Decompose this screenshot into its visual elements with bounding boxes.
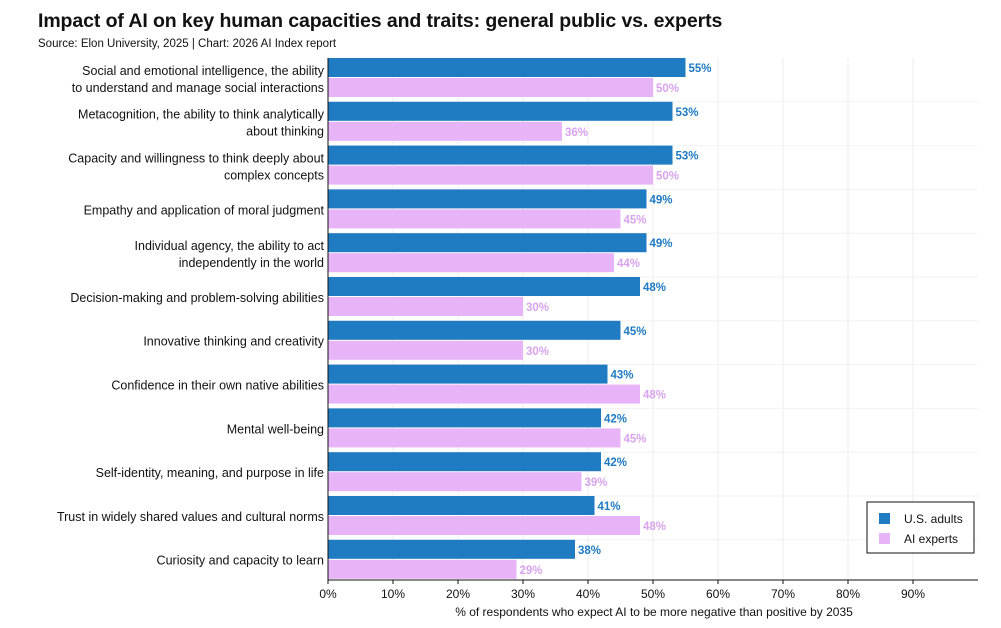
category-label: Mental well-being	[227, 422, 324, 436]
bar-ai-experts	[328, 209, 621, 229]
data-label-us-adults: 55%	[689, 63, 712, 75]
x-tick-label: 30%	[511, 587, 535, 601]
bars: 55%50%53%36%53%50%49%45%49%44%48%30%45%3…	[328, 58, 712, 579]
category-label: Metacognition, the ability to think anal…	[78, 108, 325, 139]
category-label: Innovative thinking and creativity	[143, 335, 324, 349]
category-labels: Social and emotional intelligence, the a…	[57, 64, 325, 568]
bar-ai-experts	[328, 472, 582, 492]
data-label-ai-experts: 45%	[624, 214, 647, 226]
x-axis: 0% 10% 20% 30% 40% 50% 60% 70% 80% 90%	[319, 58, 978, 601]
x-tick-label: 60%	[706, 587, 730, 601]
category-label: Curiosity and capacity to learn	[157, 554, 324, 568]
x-tick-label: 0%	[319, 587, 337, 601]
legend-swatch-us-adults	[879, 513, 890, 524]
category-label: Social and emotional intelligence, the a…	[72, 64, 325, 95]
category-label: Confidence in their own native abilities	[111, 379, 324, 393]
category-label: Trust in widely shared values and cultur…	[57, 510, 324, 524]
x-tick-label: 90%	[901, 587, 925, 601]
bar-us-adults	[328, 408, 601, 428]
bar-ai-experts	[328, 165, 653, 185]
data-label-ai-experts: 50%	[656, 83, 679, 95]
data-label-us-adults: 49%	[650, 238, 673, 250]
x-tick-label: 20%	[446, 587, 470, 601]
category-label: Empathy and application of moral judgmen…	[84, 203, 325, 217]
x-tick-label: 80%	[836, 587, 860, 601]
legend-box	[866, 501, 975, 554]
bar-ai-experts	[328, 428, 621, 448]
category-label: Self-identity, meaning, and purpose in l…	[96, 466, 324, 480]
data-label-ai-experts: 39%	[585, 477, 608, 489]
bar-ai-experts	[328, 297, 523, 316]
x-tick-label: 10%	[381, 587, 405, 601]
legend: U.S. adults AI experts	[866, 501, 975, 554]
bar-ai-experts	[328, 340, 523, 360]
category-label: Decision-making and problem-solving abil…	[70, 291, 324, 305]
x-tick-label: 40%	[576, 587, 600, 601]
bar-us-adults	[328, 496, 595, 515]
data-label-us-adults: 42%	[604, 457, 627, 469]
data-label-us-adults: 41%	[598, 501, 621, 513]
bar-ai-experts	[328, 559, 517, 579]
data-label-ai-experts: 45%	[624, 433, 647, 445]
bar-us-adults	[328, 189, 647, 209]
bar-us-adults	[328, 277, 640, 296]
data-label-us-adults: 43%	[611, 370, 634, 382]
data-label-ai-experts: 30%	[526, 346, 549, 358]
legend-label-us-adults: U.S. adults	[904, 512, 963, 526]
chart-title: Impact of AI on key human capacities and…	[38, 10, 723, 32]
legend-label-ai-experts: AI experts	[904, 532, 958, 546]
data-label-us-adults: 42%	[604, 413, 627, 425]
data-label-us-adults: 53%	[676, 151, 699, 163]
bar-us-adults	[328, 233, 647, 253]
bar-us-adults	[328, 101, 673, 121]
data-label-us-adults: 48%	[643, 282, 666, 294]
bar-us-adults	[328, 539, 575, 559]
bar-us-adults	[328, 58, 686, 77]
bar-ai-experts	[328, 121, 562, 141]
category-label: Individual agency, the ability to act ind…	[135, 239, 325, 270]
data-label-ai-experts: 30%	[526, 302, 549, 314]
data-label-us-adults: 38%	[578, 545, 601, 557]
data-label-ai-experts: 44%	[617, 258, 640, 270]
bar-ai-experts	[328, 516, 640, 535]
x-axis-label: % of respondents who expect AI to be mor…	[455, 605, 853, 619]
bar-ai-experts	[328, 78, 653, 97]
data-label-ai-experts: 36%	[565, 127, 588, 139]
bar-ai-experts	[328, 384, 640, 404]
data-label-ai-experts: 48%	[643, 521, 666, 533]
bar-us-adults	[328, 145, 673, 165]
data-label-us-adults: 49%	[650, 194, 673, 206]
data-label-us-adults: 45%	[624, 326, 647, 338]
data-label-ai-experts: 29%	[520, 565, 543, 577]
bar-us-adults	[328, 452, 601, 472]
category-label: Capacity and willingness to think deeply…	[68, 152, 324, 183]
bar-us-adults	[328, 364, 608, 384]
chart-subtitle: Source: Elon University, 2025 | Chart: 2…	[38, 38, 337, 50]
data-label-us-adults: 53%	[676, 107, 699, 119]
x-tick-label: 50%	[641, 587, 665, 601]
bar-us-adults	[328, 320, 621, 340]
data-label-ai-experts: 48%	[643, 390, 666, 402]
bar-ai-experts	[328, 253, 614, 273]
legend-swatch-ai-experts	[879, 533, 890, 544]
x-tick-label: 70%	[771, 587, 795, 601]
data-label-ai-experts: 50%	[656, 171, 679, 183]
